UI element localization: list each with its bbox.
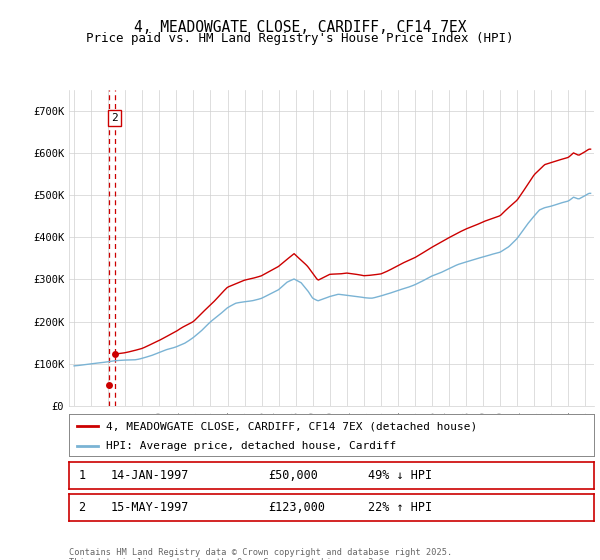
Text: 1: 1 <box>79 469 86 482</box>
Text: £50,000: £50,000 <box>269 469 319 482</box>
Text: 15-MAY-1997: 15-MAY-1997 <box>111 501 190 515</box>
Text: 2: 2 <box>79 501 86 515</box>
Text: 49% ↓ HPI: 49% ↓ HPI <box>368 469 433 482</box>
Text: HPI: Average price, detached house, Cardiff: HPI: Average price, detached house, Card… <box>106 441 396 451</box>
Text: 14-JAN-1997: 14-JAN-1997 <box>111 469 190 482</box>
Text: Contains HM Land Registry data © Crown copyright and database right 2025.
This d: Contains HM Land Registry data © Crown c… <box>69 548 452 560</box>
Text: 22% ↑ HPI: 22% ↑ HPI <box>368 501 433 515</box>
Text: 2: 2 <box>111 113 118 123</box>
Text: 4, MEADOWGATE CLOSE, CARDIFF, CF14 7EX (detached house): 4, MEADOWGATE CLOSE, CARDIFF, CF14 7EX (… <box>106 421 477 431</box>
Text: Price paid vs. HM Land Registry's House Price Index (HPI): Price paid vs. HM Land Registry's House … <box>86 32 514 45</box>
Text: £123,000: £123,000 <box>269 501 325 515</box>
Text: 4, MEADOWGATE CLOSE, CARDIFF, CF14 7EX: 4, MEADOWGATE CLOSE, CARDIFF, CF14 7EX <box>134 20 466 35</box>
